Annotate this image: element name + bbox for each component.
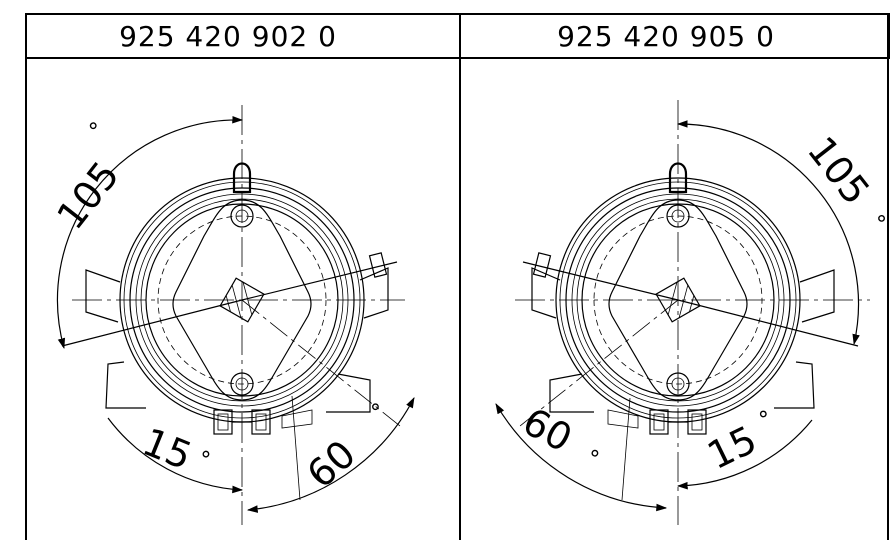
left-angle-60: 60 [299,432,364,497]
left-angle-15: 15 [137,420,198,479]
part-number-left: 925 420 902 0 [119,20,337,53]
left-angle-105: 105 [48,153,127,237]
left-angle-15-degree: ° [194,446,214,473]
left-view: 105 ° 15 ° 60 ° [48,105,415,525]
part-number-right: 925 420 905 0 [557,20,775,53]
right-angle-105: 105 [799,128,878,212]
right-actuator-body [519,162,859,436]
right-view: 105 ° 15 ° 60 ° [495,100,890,525]
left-actuator-body [61,162,401,436]
right-angle-105-degree: ° [863,210,889,234]
right-angle-15: 15 [701,417,764,478]
right-angle-15-degree: ° [756,406,777,433]
right-angle-60-degree: ° [581,445,602,472]
right-angle-60: 60 [516,399,579,461]
left-angle-105-degree: ° [85,118,111,142]
left-angle-60-degree: ° [367,399,392,425]
